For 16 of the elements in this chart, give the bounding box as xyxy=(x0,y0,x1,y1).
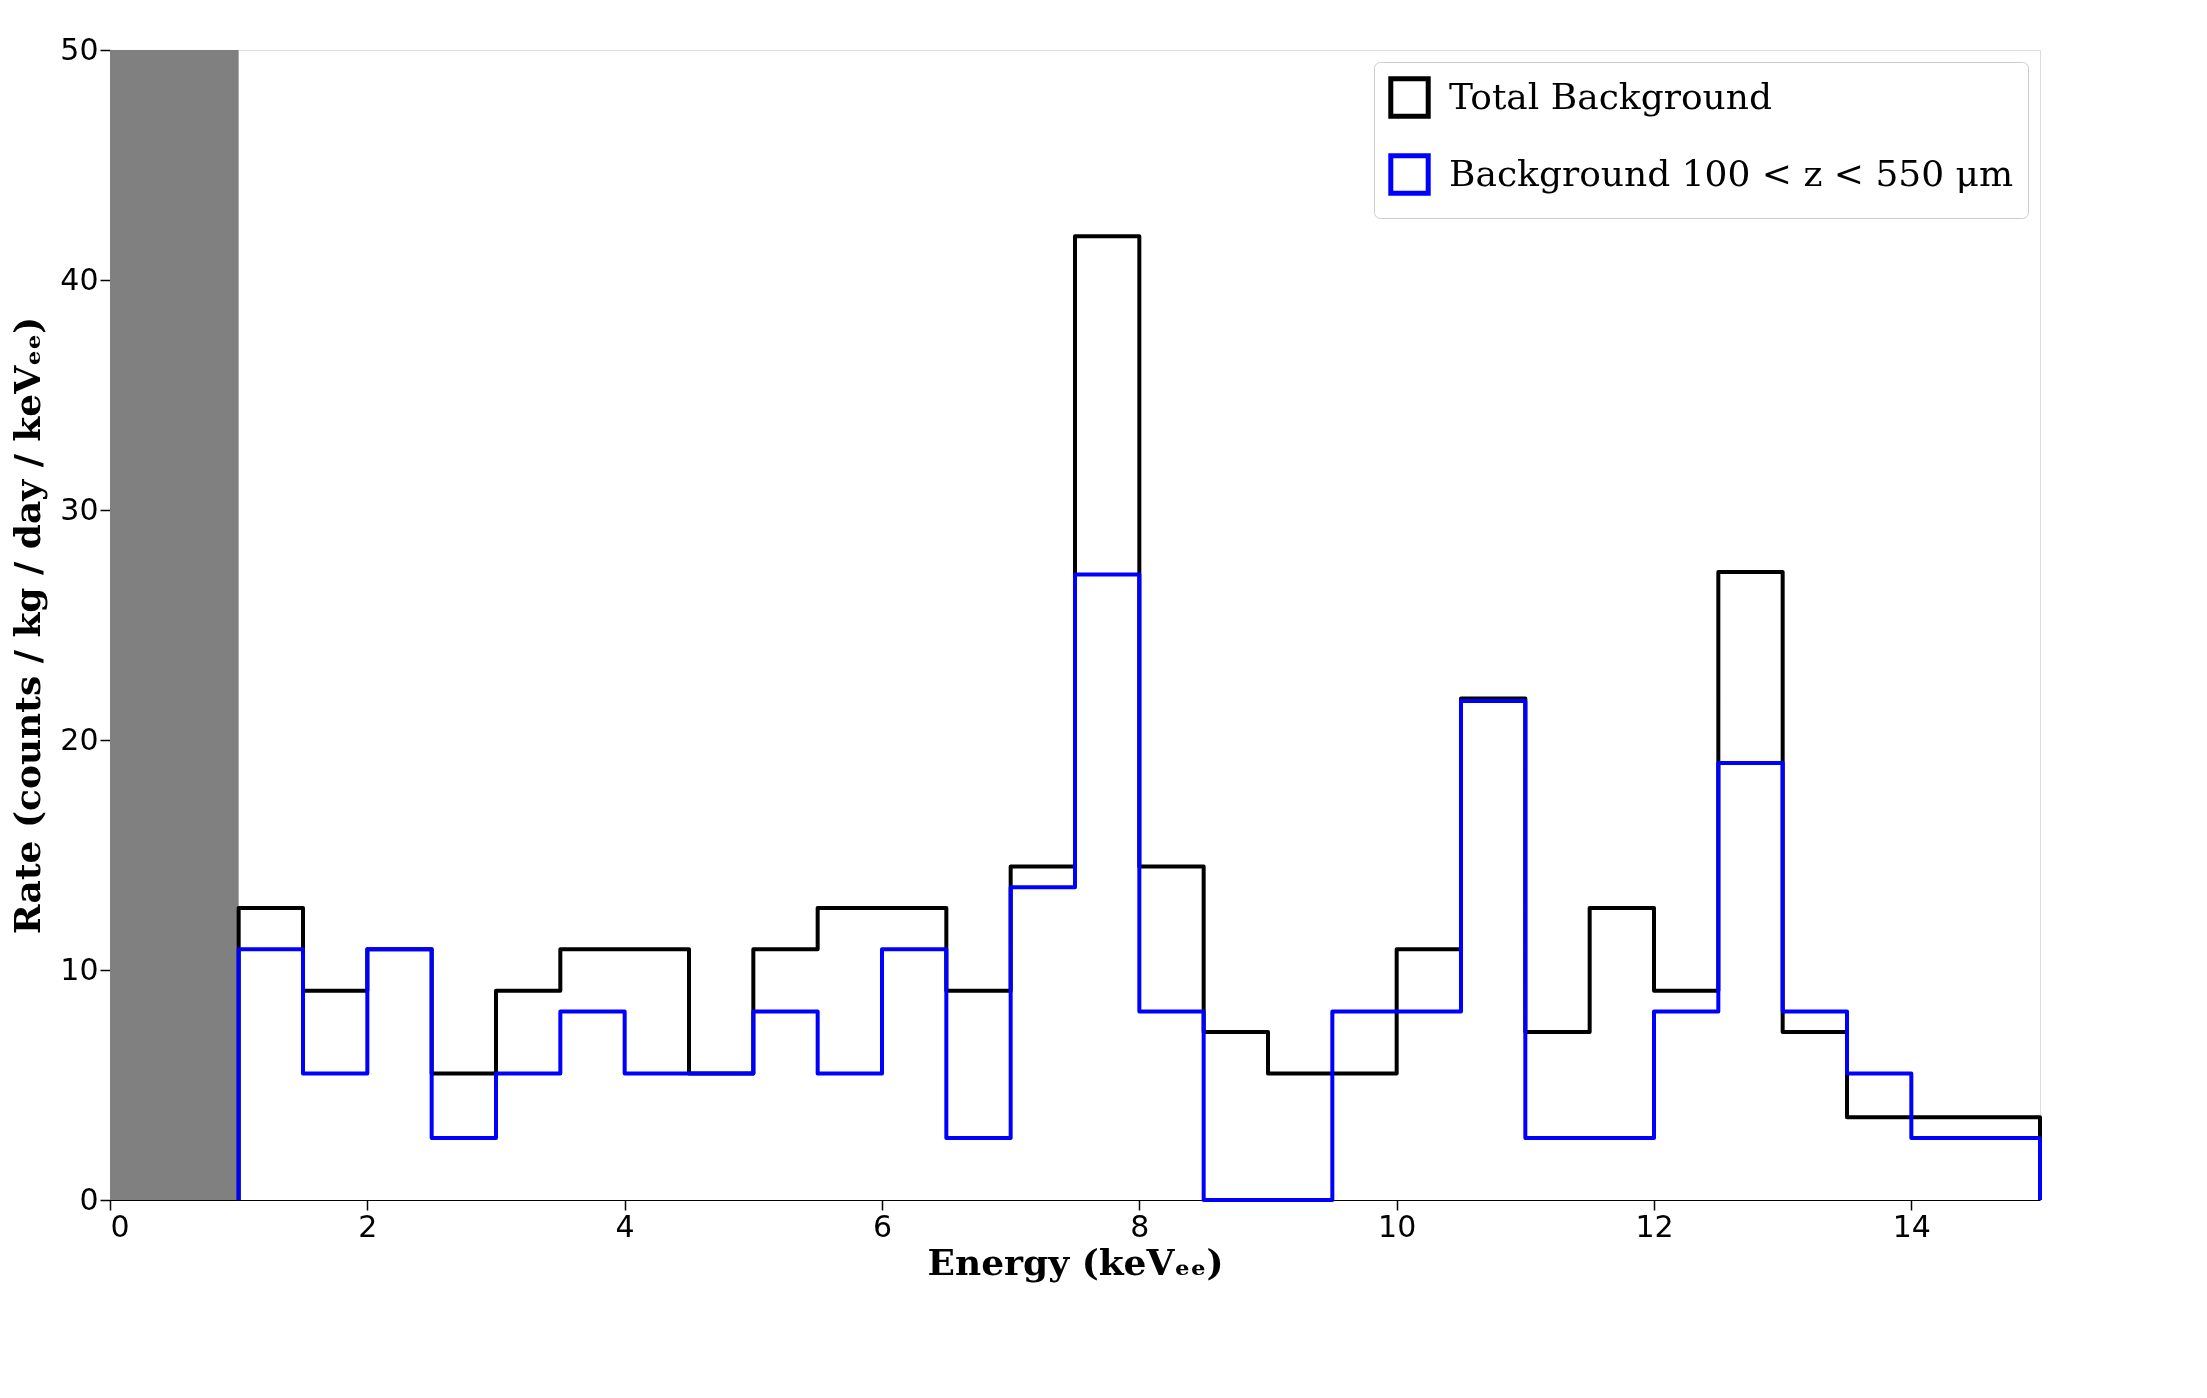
x-tick-label: 2 xyxy=(358,1208,378,1244)
legend-label: Background 100 < z < 550 μm xyxy=(1449,152,2014,194)
y-tick-label: 20 xyxy=(60,721,99,757)
y-tick-label: 10 xyxy=(60,951,99,987)
x-tick-label: 10 xyxy=(1378,1208,1417,1244)
x-tick-label: 4 xyxy=(615,1208,635,1244)
y-tick-label: 40 xyxy=(60,261,99,297)
legend-label: Total Background xyxy=(1449,75,1773,117)
x-tick-label: 14 xyxy=(1892,1208,1931,1244)
x-tick-label: 6 xyxy=(872,1208,893,1244)
y-axis-title: Rate (counts / kg / day / keVₑₑ) xyxy=(6,316,49,935)
y-tick-label: 30 xyxy=(60,491,99,527)
x-tick-label: 12 xyxy=(1635,1208,1674,1244)
x-tick-label: 0 xyxy=(110,1208,130,1244)
y-tick-label: 50 xyxy=(60,31,99,67)
y-tick-label: 0 xyxy=(79,1181,99,1217)
